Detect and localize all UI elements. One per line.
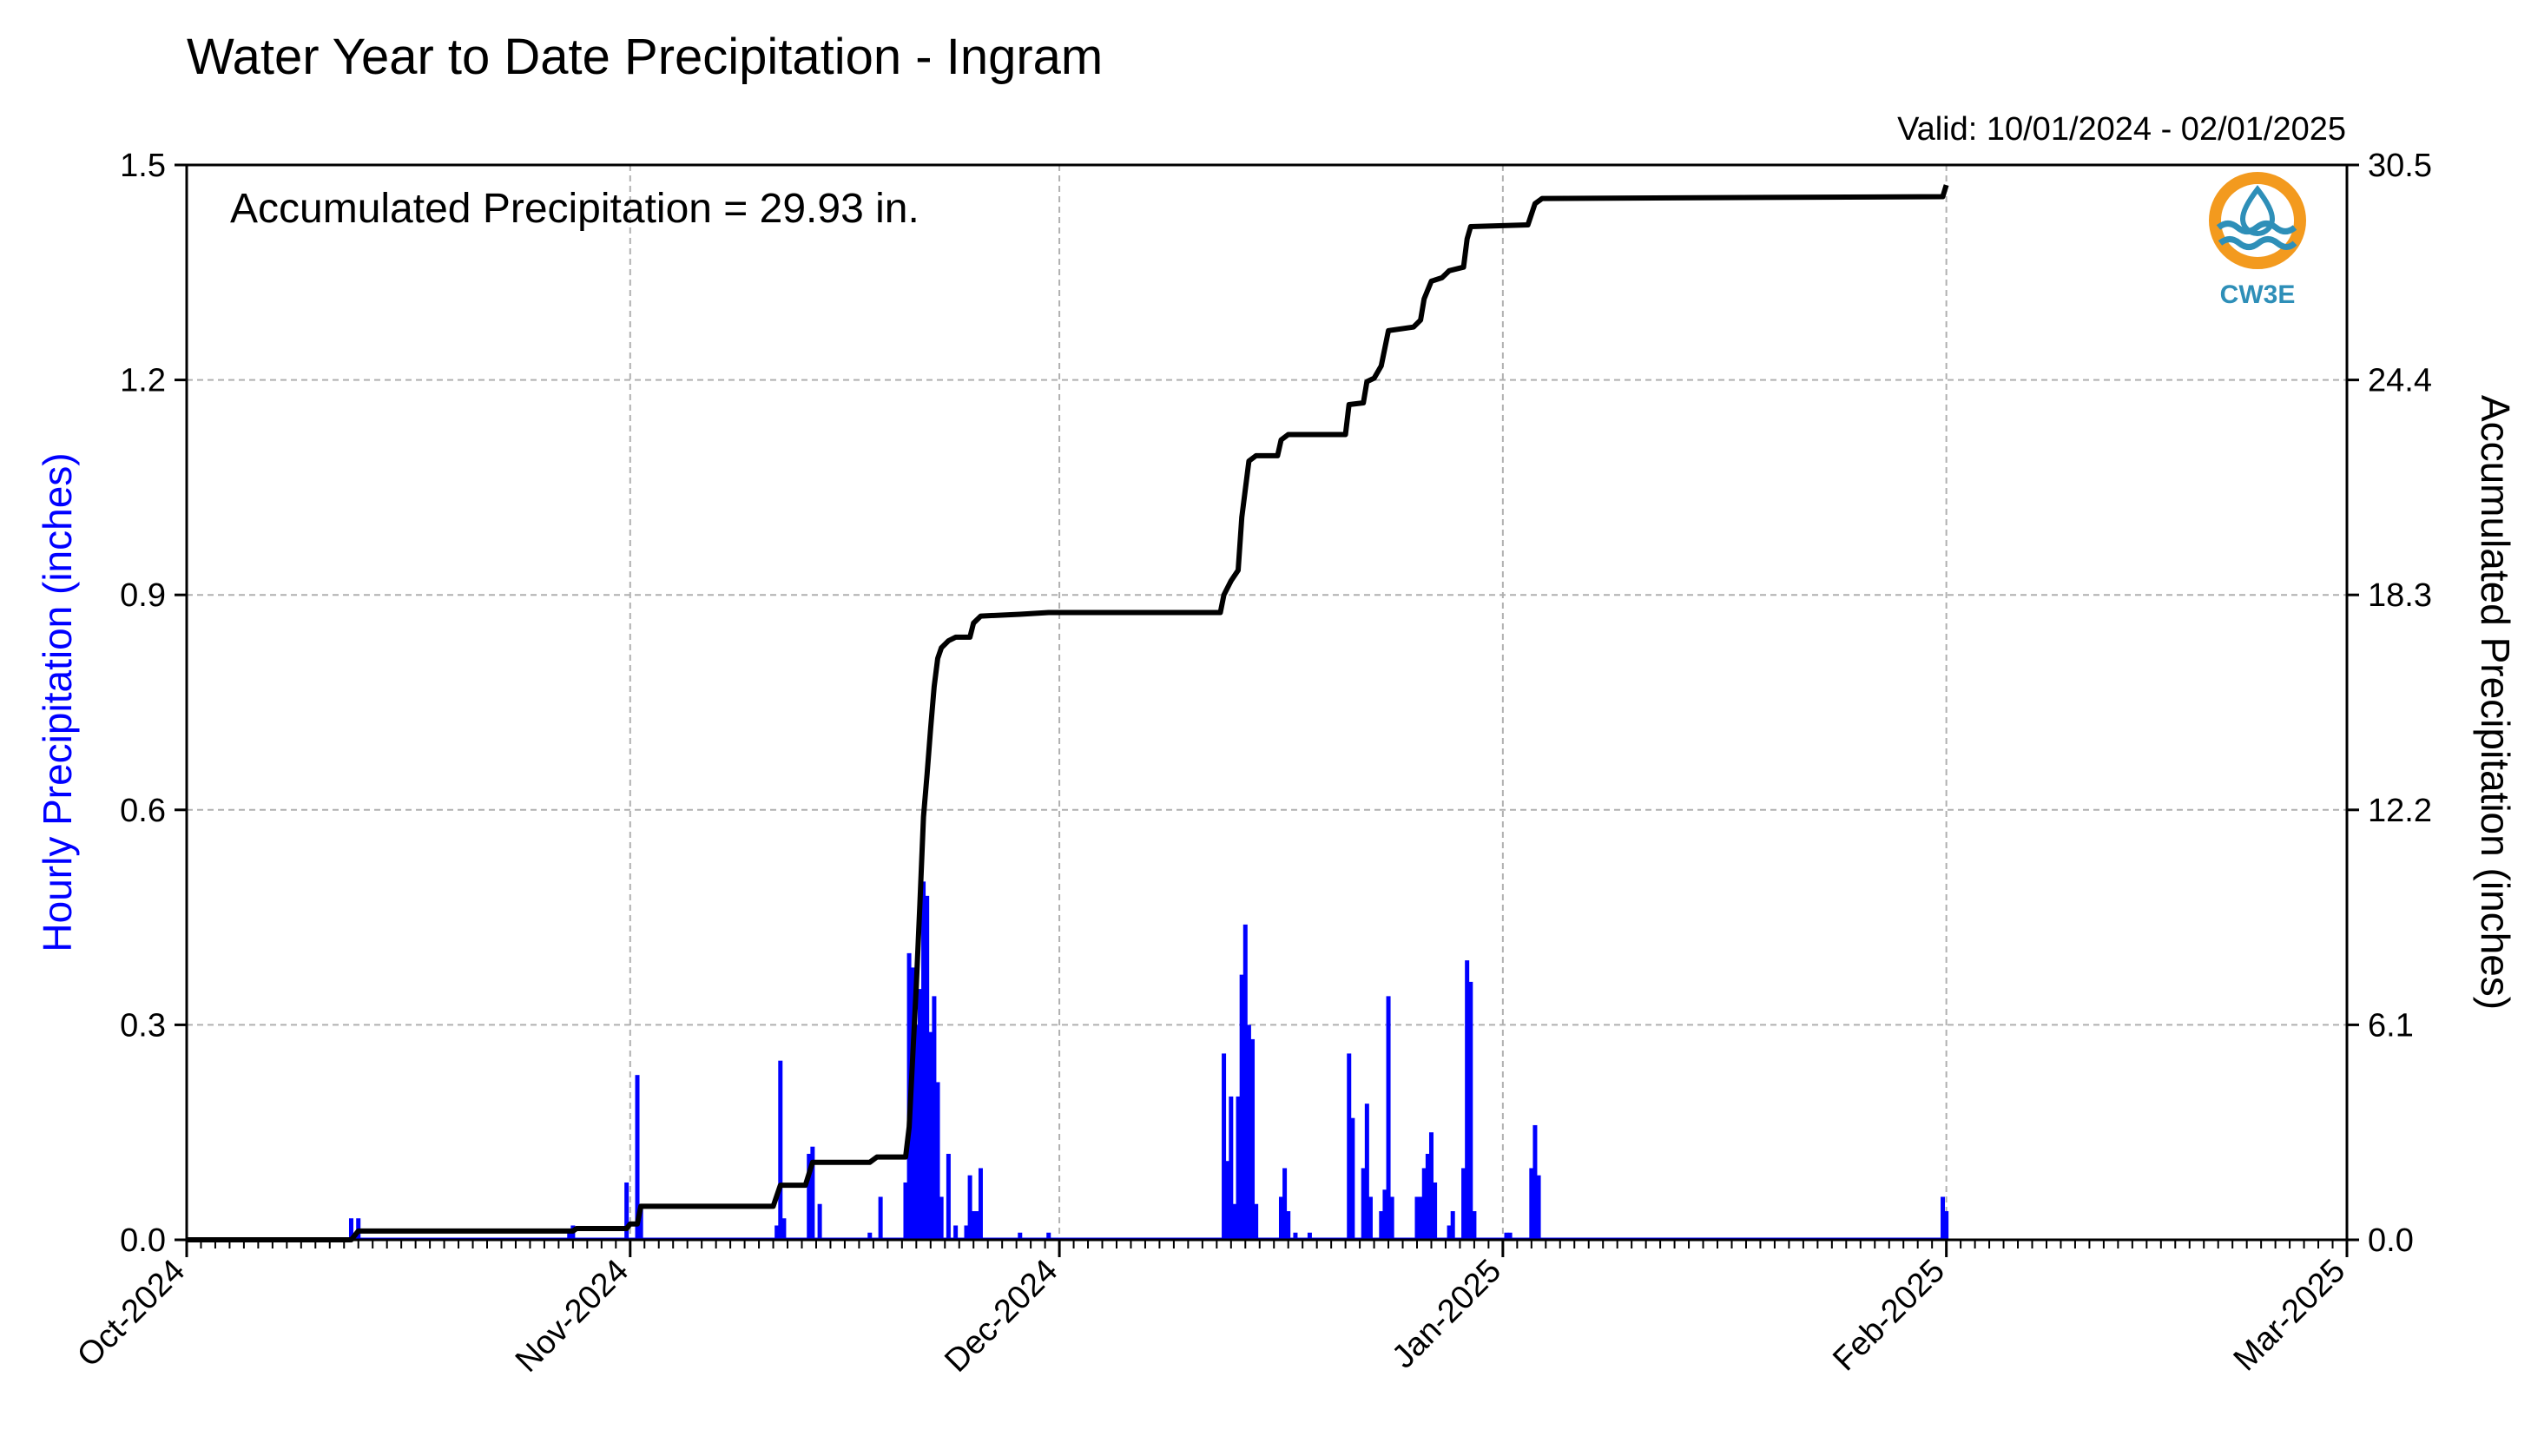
y-right-tick-label: 18.3	[2368, 577, 2432, 614]
hourly-precip-bar	[878, 1196, 883, 1240]
hourly-precip-bar	[638, 1203, 643, 1240]
hourly-precip-bar	[971, 1210, 976, 1240]
hourly-precip-bar	[1282, 1168, 1288, 1240]
hourly-precip-bar	[917, 989, 922, 1240]
hourly-precip-bar	[1286, 1210, 1291, 1240]
hourly-precip-bar	[1018, 1232, 1023, 1240]
y-left-tick-label: 0.9	[120, 577, 166, 614]
hourly-precip-bar	[778, 1060, 783, 1240]
hourly-precip-bar	[774, 1225, 780, 1240]
hourly-precip-bar	[635, 1075, 640, 1240]
hourly-precip-bar	[1450, 1210, 1455, 1240]
hourly-precip-bar	[1532, 1124, 1538, 1240]
hourly-precip-bar	[1414, 1196, 1420, 1240]
accumulated-precipitation-series	[187, 184, 1949, 1242]
hourly-precip-bar	[1428, 1132, 1434, 1240]
y-right-tick-label: 6.1	[2368, 1007, 2414, 1044]
hourly-precip-bar	[1461, 1168, 1467, 1240]
hourly-precip-bar	[1389, 1196, 1394, 1240]
hourly-precip-bar	[946, 1153, 951, 1240]
y-left-tick-label: 0.3	[120, 1007, 166, 1044]
hourly-precip-bar	[1246, 1024, 1251, 1240]
hourly-precip-bar	[1433, 1182, 1438, 1240]
hourly-precip-bar	[1254, 1203, 1259, 1240]
cw3e-logo-text: CW3E	[2220, 280, 2296, 309]
hourly-precip-bar	[1504, 1232, 1509, 1240]
accumulated-total-annotation: Accumulated Precipitation = 29.93 in.	[230, 186, 919, 232]
hourly-precip-bar	[867, 1232, 873, 1240]
hourly-precip-bar	[932, 996, 937, 1240]
hourly-precip-bar	[1418, 1196, 1423, 1240]
hourly-precip-bar	[1536, 1175, 1541, 1240]
y-right-tick-label: 12.2	[2368, 793, 2432, 829]
cw3e-logo-emblem	[2209, 172, 2306, 269]
hourly-precip-bar	[1379, 1210, 1384, 1240]
y-left-tick-label: 1.2	[120, 363, 166, 399]
hourly-precip-bar	[1350, 1117, 1355, 1240]
hourly-precip-bar	[348, 1218, 353, 1240]
hourly-precip-bar	[978, 1168, 983, 1240]
chart-title: Water Year to Date Precipitation - Ingra…	[187, 29, 1103, 85]
hourly-precip-bar	[567, 1232, 572, 1240]
hourly-precip-bar	[1250, 1038, 1256, 1240]
hourly-precip-bar	[624, 1182, 629, 1240]
hourly-precip-bar	[1364, 1104, 1369, 1240]
hourly-precip-bar	[1236, 1096, 1241, 1240]
cw3e-logo: CW3E	[2209, 172, 2306, 309]
valid-date-range: Valid: 10/01/2024 - 02/01/2025	[1897, 111, 2346, 148]
hourly-precip-bar	[1232, 1203, 1237, 1240]
hourly-precip-bar	[921, 881, 926, 1240]
hourly-precip-bar	[1368, 1196, 1373, 1240]
hourly-precip-bar	[1347, 1053, 1352, 1240]
hourly-precip-bar	[1382, 1189, 1387, 1240]
hourly-precip-bar	[781, 1218, 787, 1240]
hourly-precip-bar	[1278, 1196, 1283, 1240]
hourly-precip-bar	[1293, 1232, 1298, 1240]
hourly-precip-bar	[810, 1146, 815, 1240]
hourly-precip-bar	[1222, 1053, 1227, 1240]
y-axis-right-label: Accumulated Precipitation (inches)	[2473, 395, 2518, 1010]
hourly-precip-bar	[1944, 1210, 1949, 1240]
hourly-precip-bar	[974, 1210, 979, 1240]
hourly-precip-bar	[1941, 1196, 1946, 1240]
y-axis-left-label: Hourly Precipitation (inches)	[35, 452, 80, 952]
hourly-precip-bar	[1447, 1225, 1452, 1240]
accumulated-precip-line	[187, 184, 1949, 1242]
hourly-precip-bar	[925, 895, 930, 1240]
hourly-precip-bar	[1046, 1232, 1051, 1240]
hourly-precip-bar	[1465, 960, 1470, 1240]
y-right-tick-label: 30.5	[2368, 148, 2432, 184]
hourly-precip-bar	[1468, 981, 1473, 1240]
hourly-precip-bar	[1529, 1168, 1534, 1240]
hourly-precip-bar	[1421, 1168, 1427, 1240]
hourly-precip-bar	[967, 1175, 972, 1240]
hourly-precip-bar	[1361, 1168, 1366, 1240]
hourly-precip-bar	[817, 1203, 822, 1240]
y-right-tick-label: 24.4	[2368, 363, 2432, 399]
hourly-precip-bar	[1242, 924, 1248, 1240]
hourly-precip-bar	[964, 1225, 969, 1240]
hourly-precip-bar	[913, 1024, 919, 1240]
hourly-precip-bar	[1307, 1232, 1312, 1240]
grid-lines	[187, 165, 2347, 1240]
hourly-precip-bar	[953, 1225, 959, 1240]
hourly-precip-bar	[1386, 996, 1391, 1240]
hourly-precip-bar	[1239, 974, 1244, 1240]
hourly-precip-bar	[807, 1153, 812, 1240]
hourly-precip-bar	[935, 1082, 940, 1240]
hourly-precip-bar	[903, 1182, 908, 1240]
y-left-tick-label: 0.0	[120, 1222, 166, 1259]
plot-frame	[185, 163, 2349, 1242]
hourly-precip-bar	[1472, 1210, 1477, 1240]
hourly-precip-bar	[1425, 1153, 1430, 1240]
hourly-precip-bar	[1507, 1232, 1513, 1240]
hourly-precip-bar	[939, 1196, 944, 1240]
y-left-tick-label: 0.6	[120, 793, 166, 829]
hourly-precip-bar	[1225, 1161, 1230, 1240]
hourly-precip-bar	[928, 1031, 933, 1240]
hourly-precip-bar	[1229, 1096, 1234, 1240]
y-left-tick-label: 1.5	[120, 148, 166, 184]
y-right-tick-label: 0.0	[2368, 1222, 2414, 1259]
